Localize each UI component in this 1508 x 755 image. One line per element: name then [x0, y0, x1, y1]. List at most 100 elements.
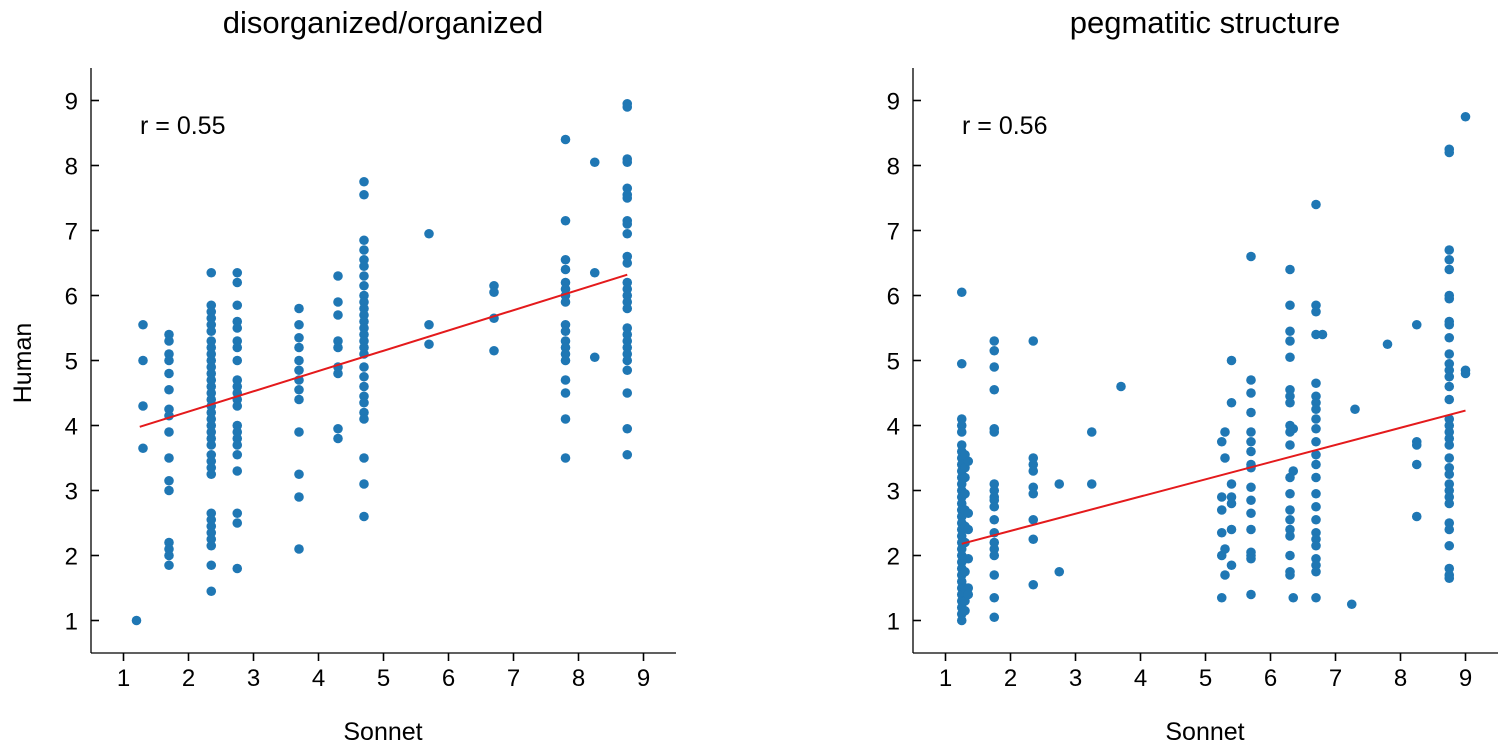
data-point: [989, 501, 1000, 512]
data-point: [206, 540, 217, 551]
data-point: [1028, 579, 1039, 590]
data-point: [989, 550, 1000, 561]
x-tick-label: 4: [1134, 665, 1147, 692]
x-tick-label: 4: [312, 665, 325, 692]
correlation-annotation: r = 0.55: [140, 112, 225, 140]
y-tick-label: 9: [65, 89, 78, 116]
data-point: [232, 466, 243, 476]
data-point: [164, 550, 174, 561]
data-point: [1220, 570, 1230, 580]
data-point: [333, 297, 343, 307]
data-point: [956, 427, 967, 437]
y-tick-label: 2: [887, 544, 900, 571]
data-point: [1216, 527, 1227, 538]
data-point: [1246, 508, 1256, 519]
data-point: [622, 102, 633, 112]
data-point: [989, 336, 1000, 346]
data-point: [622, 355, 633, 366]
data-point: [232, 563, 243, 574]
data-point: [622, 303, 633, 314]
data-point: [960, 605, 970, 616]
data-point: [560, 297, 571, 307]
data-point: [359, 261, 369, 272]
data-point: [1028, 488, 1039, 499]
x-tick-label: 1: [939, 665, 952, 692]
data-point: [560, 453, 571, 463]
data-point: [206, 469, 217, 480]
data-point: [1054, 566, 1065, 577]
y-tick-label: 5: [887, 349, 900, 376]
y-axis-label: Human: [9, 323, 37, 404]
data-point: [1460, 368, 1471, 379]
data-point: [294, 303, 304, 314]
data-point: [206, 440, 217, 450]
data-point: [294, 319, 304, 330]
data-point: [1311, 378, 1321, 389]
y-tick-label: 4: [65, 414, 78, 441]
data-point: [560, 215, 571, 226]
data-point: [622, 228, 633, 239]
data-point: [1028, 336, 1039, 346]
chart-title: pegmatitic structure: [1070, 5, 1341, 40]
data-point: [960, 566, 970, 577]
axes: 1 2 3 4 5 6 7 8 9 1 2 3 4 5 6 7 8 9: [887, 68, 1498, 692]
data-point: [1285, 505, 1295, 515]
data-point: [1220, 544, 1230, 554]
data-point: [1311, 423, 1321, 434]
data-point: [1246, 407, 1256, 418]
data-point: [359, 235, 369, 246]
data-point: [956, 615, 967, 626]
data-point: [1028, 534, 1039, 545]
data-point: [989, 427, 1000, 437]
data-point: [164, 475, 174, 486]
data-point: [622, 449, 633, 460]
data-point: [622, 388, 633, 398]
data-point: [1216, 436, 1227, 447]
data-point: [963, 553, 974, 564]
data-point: [1288, 466, 1299, 476]
x-tick-label: 8: [1394, 665, 1407, 692]
data-point: [359, 371, 369, 382]
axes: 1 2 3 4 5 6 7 8 9 1 2 3 4 5 6 7 8 9: [65, 68, 676, 692]
data-point: [1226, 397, 1237, 408]
data-point: [294, 427, 304, 437]
data-point: [1444, 319, 1455, 330]
data-point: [1311, 306, 1321, 317]
data-point: [622, 365, 633, 376]
data-point: [1411, 459, 1422, 470]
data-point: [206, 326, 217, 337]
x-tick-label: 6: [442, 665, 455, 692]
data-point: [164, 453, 174, 463]
data-point: [1311, 414, 1321, 424]
data-point: [232, 355, 243, 366]
x-tick-label: 9: [1459, 665, 1472, 692]
x-tick-label: 1: [117, 665, 130, 692]
data-point: [232, 518, 243, 528]
y-tick-label: 3: [65, 479, 78, 506]
data-point: [1311, 472, 1321, 483]
data-point: [294, 332, 304, 343]
data-point: [1444, 147, 1455, 158]
data-point: [560, 264, 571, 275]
data-point: [359, 362, 369, 372]
data-point: [960, 488, 970, 499]
data-point: [1411, 511, 1422, 522]
data-point: [589, 352, 600, 363]
data-point: [1311, 592, 1321, 603]
y-tick-label: 8: [65, 154, 78, 181]
data-point: [1311, 501, 1321, 512]
data-point: [1444, 394, 1455, 405]
data-point: [489, 287, 499, 298]
x-tick-label: 9: [637, 665, 650, 692]
data-point: [1382, 339, 1393, 350]
data-point: [1226, 524, 1237, 535]
data-point: [956, 287, 967, 298]
data-point: [1285, 440, 1295, 450]
data-point: [1444, 498, 1455, 509]
data-point: [989, 612, 1000, 623]
data-point: [206, 267, 217, 278]
x-tick-label: 5: [377, 665, 390, 692]
data-point: [164, 336, 174, 346]
data-point: [1444, 381, 1455, 392]
